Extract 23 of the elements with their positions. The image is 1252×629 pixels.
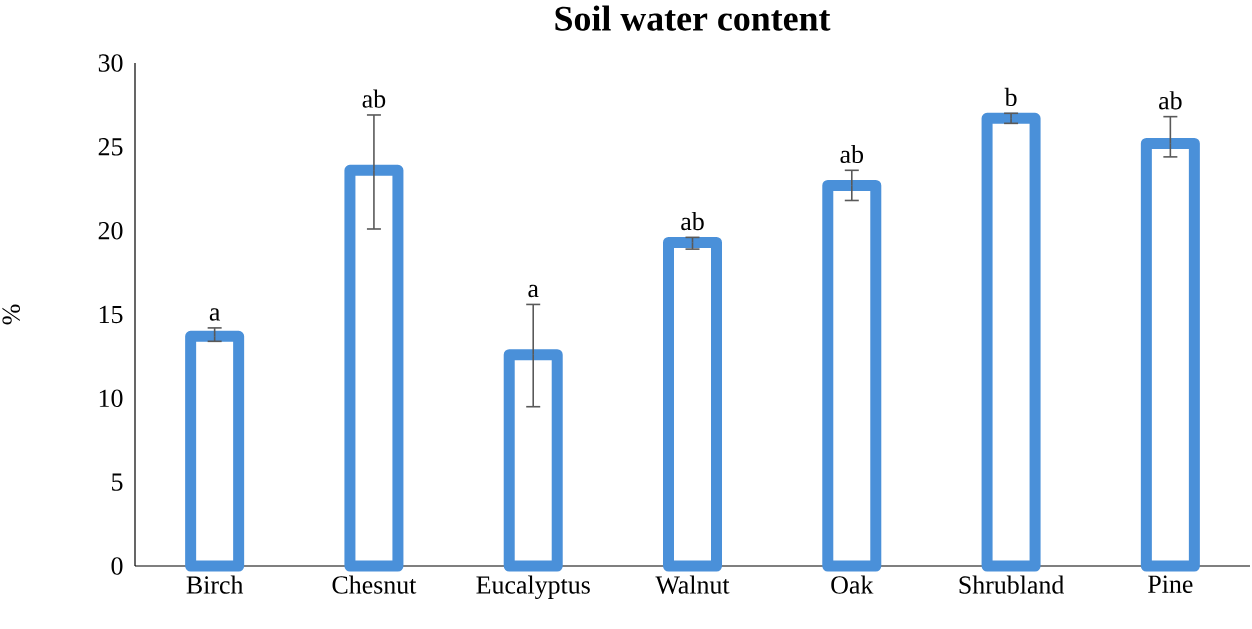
x-tick-label: Shrubland [959, 575, 1065, 594]
y-tick-label: 25 [98, 138, 123, 156]
x-tick-label: Pine [1148, 575, 1193, 593]
annotation: a [528, 284, 539, 298]
x-tick-label: Chesnut [332, 575, 417, 594]
y-tick-label: 30 [98, 54, 123, 72]
y-tick-label: 5 [112, 473, 123, 491]
x-tick-label: Birch [186, 575, 244, 594]
x-tick-label: Eucalyptus [476, 575, 590, 600]
annotation: ab [362, 89, 386, 108]
x-tick-label: Walnut [655, 575, 730, 594]
annotation: b [1004, 87, 1017, 107]
annotation: a [209, 308, 221, 321]
annotation: ab [840, 144, 864, 164]
chart-title: Soil water content [555, 5, 831, 31]
y-tick-label: 15 [99, 305, 123, 324]
annotation: ab [681, 211, 704, 231]
y-tick-label: 10 [99, 389, 123, 408]
y-tick-label: 0 [111, 557, 123, 575]
y-axis-title: % [2, 304, 20, 325]
x-tick-label: Oak [831, 575, 874, 594]
annotation: ab [1159, 91, 1182, 110]
y-tick-label: 20 [98, 221, 123, 240]
